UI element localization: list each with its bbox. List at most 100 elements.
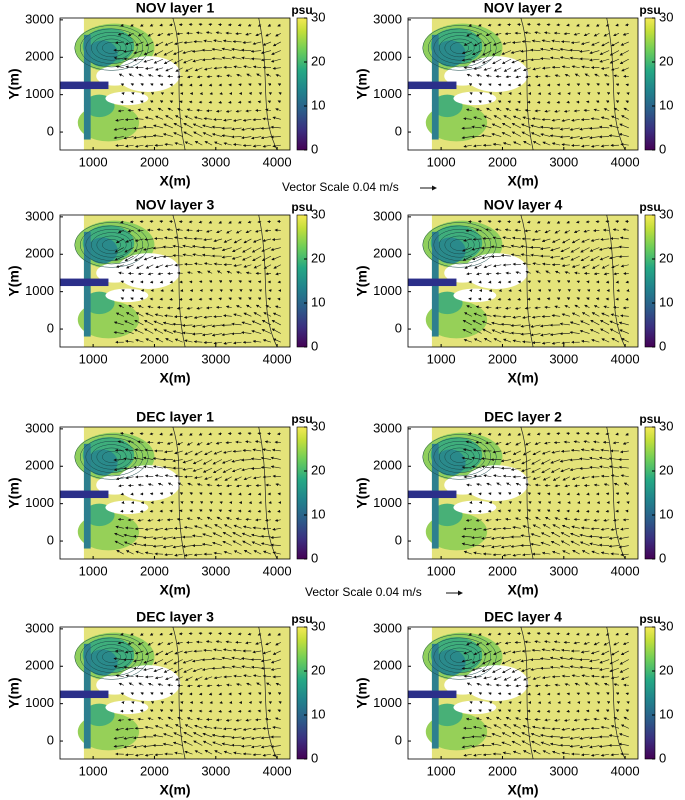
velocity-vector [268,92,273,96]
velocity-vector [498,92,503,96]
velocity-vector [513,141,521,146]
velocity-vector [503,67,512,72]
velocity-vector [176,306,183,310]
velocity-vector [469,92,473,96]
velocity-vector [153,328,164,334]
velocity-vector [223,314,232,318]
velocity-vector [237,23,242,27]
velocity-vector [241,136,252,140]
velocity-vector [511,131,521,137]
velocity-vector [124,320,134,326]
velocity-vector [619,123,629,129]
velocity-vector [511,58,521,64]
velocity-vector [191,244,203,248]
velocity-vector [616,92,620,96]
velocity-vector [120,23,124,27]
velocity-vector [488,83,492,87]
velocity-vector [606,92,611,96]
velocity-vector [115,312,124,317]
colorbar [296,17,308,151]
velocity-vector [128,73,134,77]
velocity-vector [177,75,183,79]
velocity-vector [257,23,262,27]
velocity-vector [613,74,620,78]
colorbar [644,426,656,560]
colorbar [296,626,308,760]
contour-line [91,232,133,258]
velocity-vector [137,272,144,276]
velocity-vector [147,272,154,276]
velocity-vector [463,144,472,148]
velocity-vector [113,321,124,326]
velocity-vector [203,262,213,266]
field [60,427,290,559]
colorbar-tick-label: 20 [311,662,325,677]
velocity-vector [488,100,492,104]
velocity-vector [583,108,590,112]
velocity-vector [208,280,213,284]
velocity-vector [184,115,193,120]
velocity-vector [207,270,213,274]
velocity-vector [159,220,164,224]
panel-title: NOV layer 3 [136,197,215,213]
velocity-vector [125,41,134,46]
velocity-vector [121,289,125,293]
velocity-vector [590,144,600,148]
velocity-vector [194,262,203,266]
velocity-vector [463,117,472,121]
velocity-vector [114,247,124,253]
velocity-vector [539,47,551,51]
velocity-vector [268,83,272,87]
colorbar-tick-label: 20 [659,250,673,265]
velocity-vector [554,74,561,78]
contour-line [85,31,138,64]
velocity-vector [504,32,512,36]
velocity-vector [551,118,561,122]
velocity-vector [611,67,620,71]
velocity-vector [115,238,124,244]
colorbar [296,426,308,560]
velocity-vector [571,118,580,122]
velocity-vector [154,237,164,241]
velocity-vector [223,118,232,122]
velocity-vector [546,100,551,104]
colorbar-tick-label: 20 [311,53,325,68]
y-tick-label: 1000 [25,86,54,101]
velocity-vector [194,141,203,146]
velocity-vector [603,33,610,37]
velocity-vector [147,305,154,309]
velocity-vector [233,341,242,345]
velocity-vector [213,66,222,70]
velocity-vector [203,238,213,242]
velocity-vector [144,66,154,70]
colorbar-label: psu [639,3,660,17]
velocity-vector [204,67,213,71]
velocity-vector [156,228,164,232]
velocity-vector [145,264,154,269]
colorbar-label: psu [639,200,660,214]
velocity-vector [117,230,124,234]
velocity-vector [221,56,232,60]
velocity-vector [491,50,502,56]
velocity-vector [609,50,620,56]
y-tick-label: 2000 [373,658,402,673]
velocity-vector [595,23,600,27]
velocity-vector [275,108,281,112]
velocity-vector [530,58,541,62]
velocity-vector [241,321,252,326]
velocity-vector [218,220,223,224]
colorbar-tick-label: 30 [659,418,673,433]
velocity-vector [461,50,472,55]
velocity-vector [134,144,144,148]
colorbar-tick-label: 0 [659,338,666,353]
colorbar-tick-label: 0 [311,750,318,765]
y-tick-label: 1000 [373,86,402,101]
velocity-vector [267,100,272,104]
x-tick-label: 4000 [611,763,640,778]
colorbar [296,214,308,348]
channel [408,278,457,287]
y-tick-label: 3000 [25,620,54,635]
colorbar-label: psu [291,612,312,626]
field-gap [453,500,497,515]
velocity-vector [176,228,183,232]
